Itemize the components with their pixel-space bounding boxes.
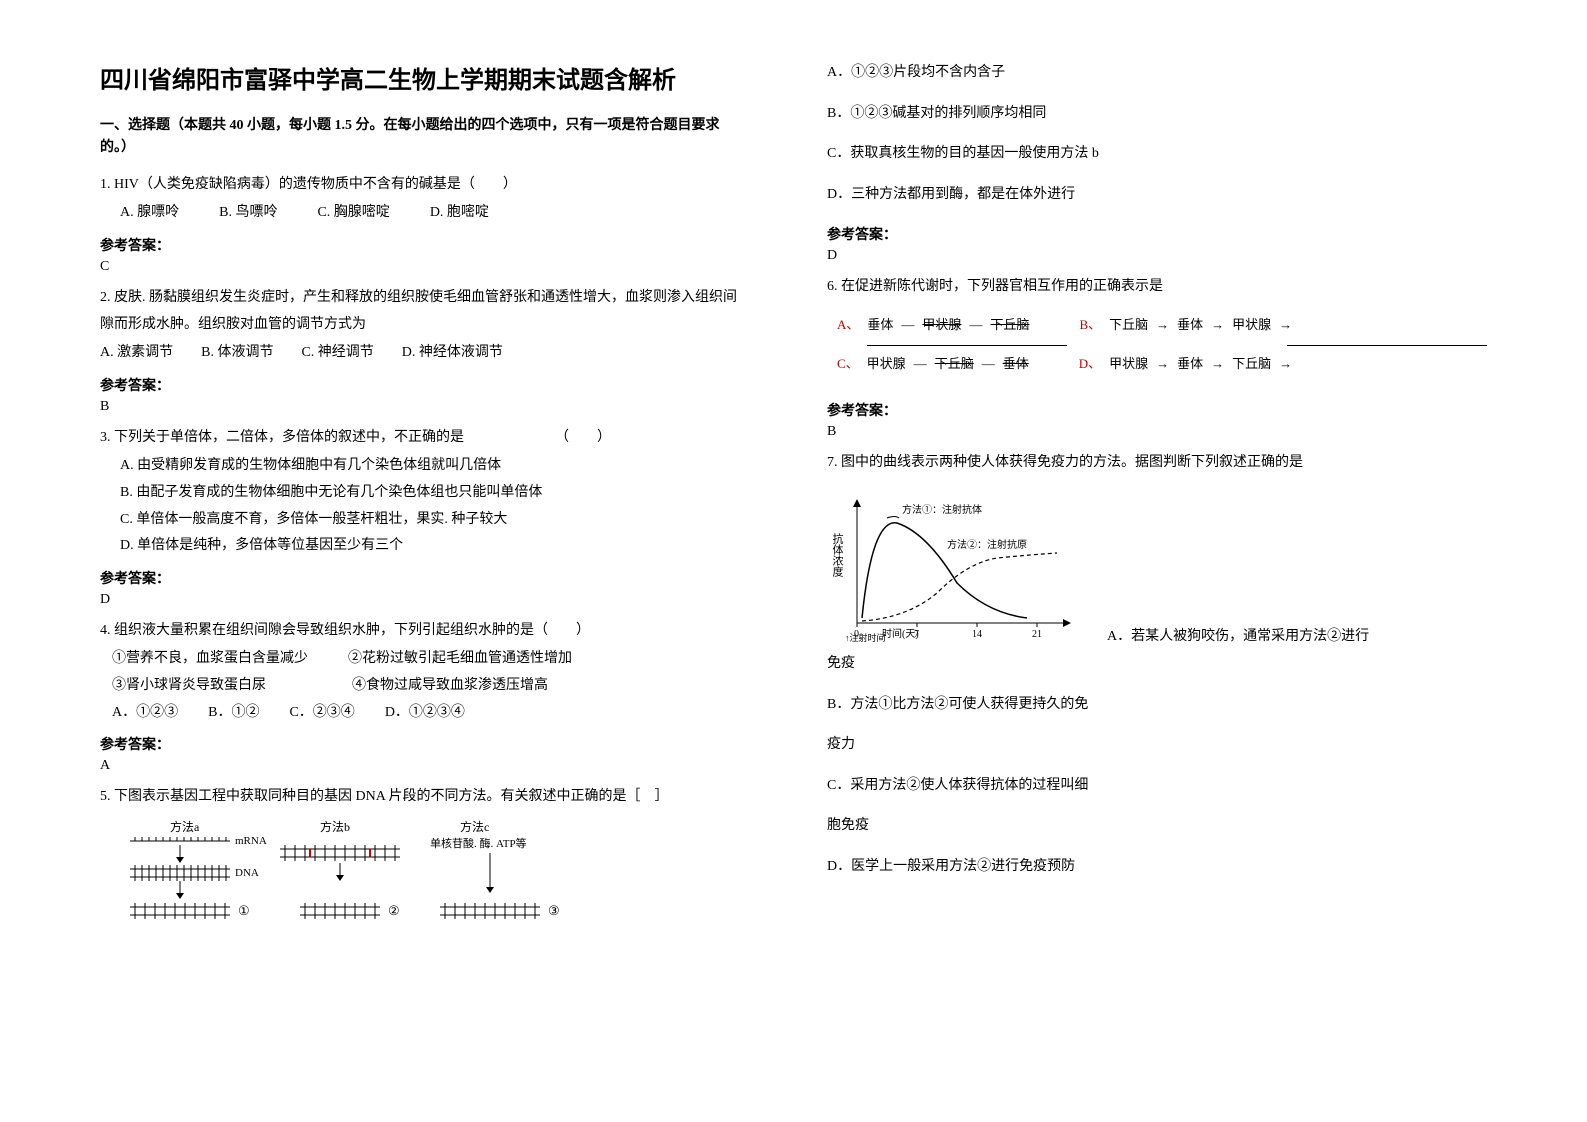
svg-text:方法①：注射抗体: 方法①：注射抗体 (902, 503, 982, 516)
arrow-icon: → (1156, 352, 1169, 377)
q3-text: 3. 下列关于单倍体，二倍体，多倍体的叙述中，不正确的是 （ ） (100, 425, 747, 452)
q7-opt-c-2: 胞免疫 (827, 813, 1487, 840)
left-column: 四川省绵阳市富驿中学高二生物上学期期末试题含解析 一、选择题（本题共 40 小题… (100, 60, 747, 1062)
q4-answer-label: 参考答案： (100, 734, 747, 754)
q5-opt-a: A．①②③片段均不含内含子 (827, 60, 1487, 87)
q6-opt-c: C、 甲状腺 — 下丘脑 — 垂体 (837, 352, 1029, 377)
q1-answer-label: 参考答案： (100, 235, 747, 255)
q5-text: 5. 下图表示基因工程中获取同种目的基因 DNA 片段的不同方法。有关叙述中正确… (100, 784, 747, 811)
arrow-icon: → (1279, 352, 1292, 377)
svg-text:方法c: 方法c (460, 819, 489, 834)
q4-text: 4. 组织液大量积累在组织间隙会导致组织水肿，下列引起组织水肿的是（ ） (100, 618, 747, 645)
q3-answer-label: 参考答案： (100, 568, 747, 588)
svg-text:③: ③ (548, 903, 560, 918)
q7-opt-a-part2: 免疫 (827, 651, 1487, 678)
q5-continued: A．①②③片段均不含内含子 B．①②③碱基对的排列顺序均相同 C．获取真核生物的… (827, 60, 1487, 216)
section-header: 一、选择题（本题共 40 小题，每小题 1.5 分。在每小题给出的四个选项中，只… (100, 115, 747, 160)
arrow-icon: — (969, 313, 982, 338)
question-6: 6. 在促进新陈代谢时，下列器官相互作用的正确表示是 A、 垂体 — 甲状腺 —… (827, 274, 1487, 382)
svg-text:14: 14 (972, 629, 982, 640)
q6-opt-d: D、 甲状腺 → 垂体 → 下丘脑 → (1079, 352, 1292, 377)
q4-opt-b: B．①② (208, 700, 259, 727)
question-4: 4. 组织液大量积累在组织间隙会导致组织水肿，下列引起组织水肿的是（ ） ①营养… (100, 618, 747, 726)
arrow-icon: → (1211, 313, 1224, 338)
q6-opt-a: A、 垂体 — 甲状腺 — 下丘脑 (837, 313, 1029, 338)
q4-opt-a: A．①②③ (112, 700, 178, 727)
q5-opt-b: B．①②③碱基对的排列顺序均相同 (827, 101, 1487, 128)
svg-text:mRNA: mRNA (235, 835, 267, 847)
arrow-icon: — (914, 352, 927, 377)
question-1: 1. HIV（人类免疫缺陷病毒）的遗传物质中不含有的碱基是（ ） A. 腺嘌呤 … (100, 172, 747, 227)
q3-opt-a: A. 由受精卵发育成的生物体细胞中有几个染色体组就叫几倍体 (100, 453, 747, 480)
q1-opt-b: B. 鸟嘌呤 (219, 200, 277, 227)
divider (867, 344, 1067, 346)
svg-text:21: 21 (1032, 629, 1042, 640)
q2-options: A. 激素调节 B. 体液调节 C. 神经调节 D. 神经体液调节 (100, 340, 747, 367)
svg-text:抗体浓度: 抗体浓度 (831, 532, 844, 578)
question-7: 7. 图中的曲线表示两种使人体获得免疫力的方法。据图判断下列叙述正确的是 抗体浓… (827, 450, 1487, 880)
svg-text:DNA: DNA (235, 867, 259, 879)
question-2: 2. 皮肤. 肠黏膜组织发生炎症时，产生和释放的组织胺使毛细血管舒张和通透性增大… (100, 285, 747, 367)
q7-text: 7. 图中的曲线表示两种使人体获得免疫力的方法。据图判断下列叙述正确的是 (827, 450, 1487, 477)
arrow-icon: → (1156, 313, 1169, 338)
q5-answer: D (827, 248, 1487, 264)
svg-text:方法a: 方法a (170, 819, 200, 834)
svg-text:①: ① (238, 903, 250, 918)
q1-opt-a: A. 腺嘌呤 (120, 200, 179, 227)
arrow-icon: — (901, 313, 914, 338)
svg-text:单核苷酸. 酶. ATP等: 单核苷酸. 酶. ATP等 (430, 836, 527, 850)
q7-chart: 抗体浓度 方法①：注射抗体 方法②：注射抗原 0 7 14 (827, 493, 1087, 643)
svg-text:方法②：注射抗原: 方法②：注射抗原 (947, 538, 1027, 551)
q1-text: 1. HIV（人类免疫缺陷病毒）的遗传物质中不含有的碱基是（ ） (100, 172, 747, 199)
question-3: 3. 下列关于单倍体，二倍体，多倍体的叙述中，不正确的是 （ ） A. 由受精卵… (100, 425, 747, 560)
question-5: 5. 下图表示基因工程中获取同种目的基因 DNA 片段的不同方法。有关叙述中正确… (100, 784, 747, 947)
q6-answer-label: 参考答案： (827, 400, 1487, 420)
q7-opt-d: D．医学上一般采用方法②进行免疫预防 (827, 854, 1487, 881)
q3-opt-c: C. 单倍体一般高度不育，多倍体一般茎杆粗壮，果实. 种子较大 (100, 507, 747, 534)
q7-opt-a-part1: A．若某人被狗咬伤，通常采用方法②进行 (1107, 624, 1487, 651)
q1-opt-c: C. 胸腺嘧啶 (317, 200, 389, 227)
q4-answer: A (100, 758, 747, 774)
q4-circ4: ④食物过咸导致血浆渗透压增高 (352, 673, 548, 700)
q4-circ1: ①营养不良，血浆蛋白含量减少 (112, 646, 308, 673)
q4-opt-c: C．②③④ (289, 700, 354, 727)
q4-opt-d: D．①②③④ (385, 700, 465, 727)
q2-answer: B (100, 399, 747, 415)
svg-text:时间(天): 时间(天) (882, 627, 919, 640)
arrow-icon: → (1211, 352, 1224, 377)
q5-opt-d: D．三种方法都用到酶，都是在体外进行 (827, 182, 1487, 209)
q7-opt-b-2: 疫力 (827, 732, 1487, 759)
q7-opt-b-1: B．方法①比方法②可使人获得更持久的免 (827, 692, 1487, 719)
page-title: 四川省绵阳市富驿中学高二生物上学期期末试题含解析 (100, 60, 747, 95)
q4-circ3: ③肾小球肾炎导致蛋白尿 (112, 673, 312, 700)
svg-text:②: ② (388, 903, 400, 918)
q6-opt-b: B、 下丘脑 → 垂体 → 甲状腺 → (1079, 313, 1292, 338)
q7-opt-c-1: C．采用方法②使人体获得抗体的过程叫细 (827, 773, 1487, 800)
svg-text:方法b: 方法b (320, 819, 350, 834)
q1-options: A. 腺嘌呤 B. 鸟嘌呤 C. 胸腺嘧啶 D. 胞嘧啶 (100, 200, 747, 227)
divider (1287, 344, 1487, 346)
q3-opt-d: D. 单倍体是纯种，多倍体等位基因至少有三个 (100, 533, 747, 560)
q3-opt-b: B. 由配子发育成的生物体细胞中无论有几个染色体组也只能叫单倍体 (100, 480, 747, 507)
q6-answer: B (827, 424, 1487, 440)
q5-diagram: 方法a mRNA (120, 819, 747, 939)
svg-text:↑注射时间: ↑注射时间 (845, 632, 886, 643)
q1-opt-d: D. 胞嘧啶 (430, 200, 489, 227)
q2-text: 2. 皮肤. 肠黏膜组织发生炎症时，产生和释放的组织胺使毛细血管舒张和通透性增大… (100, 285, 747, 338)
q2-answer-label: 参考答案： (100, 375, 747, 395)
arrow-icon: — (982, 352, 995, 377)
q3-answer: D (100, 592, 747, 608)
q5-opt-c: C．获取真核生物的目的基因一般使用方法 b (827, 141, 1487, 168)
q6-text: 6. 在促进新陈代谢时，下列器官相互作用的正确表示是 (827, 274, 1487, 301)
q5-answer-label: 参考答案： (827, 224, 1487, 244)
q1-answer: C (100, 259, 747, 275)
q4-circ2: ②花粉过敏引起毛细血管通透性增加 (348, 646, 572, 673)
right-column: A．①②③片段均不含内含子 B．①②③碱基对的排列顺序均相同 C．获取真核生物的… (827, 60, 1487, 1062)
arrow-icon: → (1279, 313, 1292, 338)
